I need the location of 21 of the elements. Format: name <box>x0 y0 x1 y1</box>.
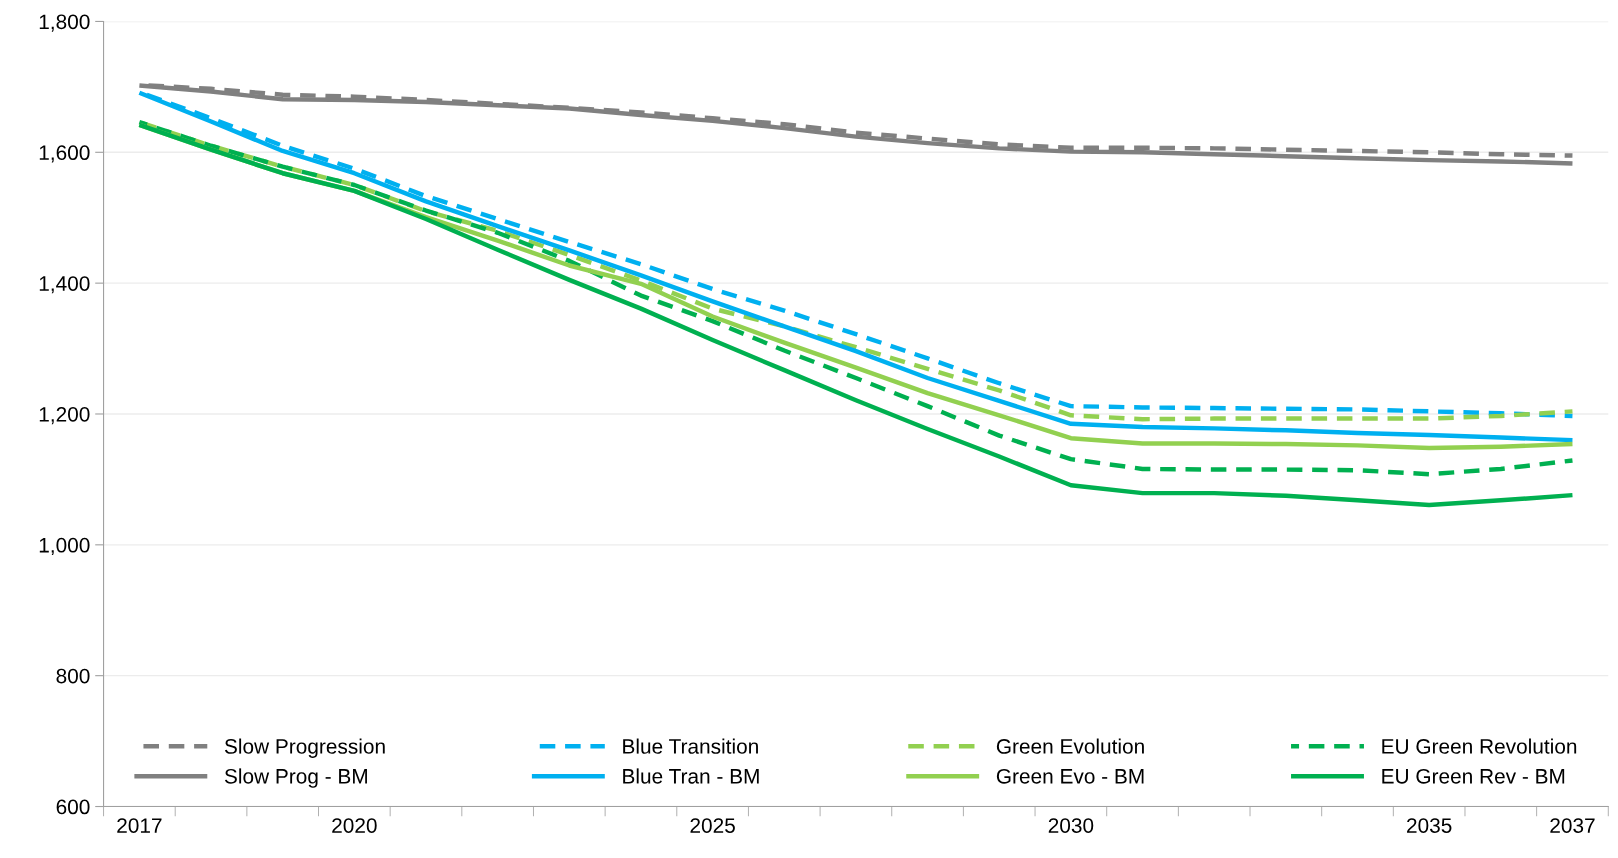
y-tick-label: 1,800 <box>39 14 90 32</box>
y-tick-label: 800 <box>56 668 90 684</box>
y-tick-label: 600 <box>56 799 90 815</box>
x-tick-label: 2020 <box>332 818 377 833</box>
x-tick-label: 2035 <box>1407 818 1452 833</box>
legend-label: Blue Tran - BM <box>623 768 759 784</box>
y-tick-label: 1,000 <box>39 537 90 556</box>
legend-label: EU Green Revolution <box>1382 738 1577 754</box>
legend-label: Green Evo - BM <box>996 768 1144 784</box>
x-tick-label: 2037 <box>1550 818 1595 833</box>
x-tick-label: 2030 <box>1048 818 1094 833</box>
y-tick-label: 1,600 <box>39 145 90 163</box>
legend-label: Blue Transition <box>623 738 758 754</box>
y-tick-label: 1,400 <box>39 276 90 294</box>
x-tick-label: 2025 <box>690 818 735 833</box>
legend-label: EU Green Rev - BM <box>1382 768 1565 784</box>
legend-label: Slow Prog - BM <box>224 768 367 788</box>
x-tick-label: 2017 <box>117 818 162 833</box>
legend-label: Green Evolution <box>996 738 1144 754</box>
legend-label: Slow Progression <box>224 738 385 758</box>
y-tick-label: 1,200 <box>39 406 90 425</box>
